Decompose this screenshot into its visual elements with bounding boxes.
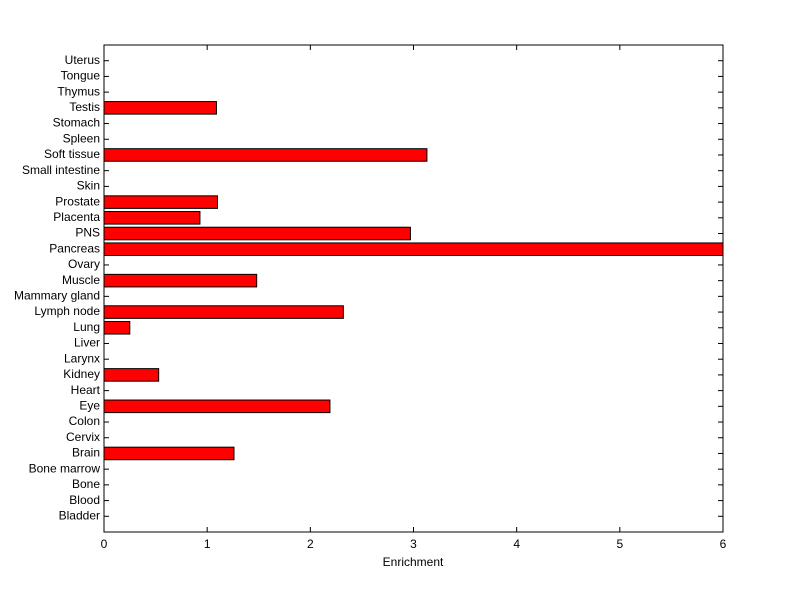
y-tick-label: Blood bbox=[69, 493, 100, 507]
y-tick-label: Soft tissue bbox=[44, 147, 100, 161]
y-tick-label: Placenta bbox=[53, 210, 100, 224]
bar bbox=[103, 211, 201, 225]
y-tick-label: Cervix bbox=[66, 430, 100, 444]
y-tick-label: Spleen bbox=[63, 131, 100, 145]
y-tick-label: Skin bbox=[77, 179, 100, 193]
y-tick-label: Small intestine bbox=[22, 163, 100, 177]
y-tick-label: Colon bbox=[69, 414, 100, 428]
y-tick-label: PNS bbox=[75, 226, 100, 240]
x-tick-label: 0 bbox=[101, 537, 108, 551]
bar bbox=[103, 242, 724, 257]
x-axis-label: Enrichment bbox=[383, 555, 444, 569]
y-tick-label: Muscle bbox=[62, 273, 100, 287]
y-tick-label: Larynx bbox=[64, 351, 100, 365]
y-tick-label: Bone bbox=[72, 477, 100, 491]
bar bbox=[103, 368, 160, 382]
y-tick-label: Mammary gland bbox=[14, 289, 100, 303]
y-tick-label: Tongue bbox=[61, 69, 101, 83]
y-tick-label: Thymus bbox=[57, 84, 100, 98]
x-tick-label: 5 bbox=[616, 537, 623, 551]
bar bbox=[103, 195, 218, 209]
bar bbox=[103, 305, 344, 319]
y-tick-label: Testis bbox=[69, 100, 100, 114]
x-tick-label: 4 bbox=[513, 537, 520, 551]
bar bbox=[103, 273, 258, 288]
bar bbox=[103, 226, 411, 241]
y-tick-label: Lung bbox=[73, 320, 100, 334]
y-tick-label: Uterus bbox=[65, 53, 100, 67]
y-tick-label: Stomach bbox=[53, 116, 100, 130]
y-tick-label: Lymph node bbox=[34, 304, 100, 318]
bar bbox=[103, 148, 428, 162]
bar bbox=[103, 320, 131, 335]
y-tick-label: Bone marrow bbox=[29, 461, 101, 475]
y-tick-label: Prostate bbox=[55, 194, 100, 208]
bar bbox=[103, 399, 331, 414]
x-tick-label: 6 bbox=[720, 537, 727, 551]
y-tick-label: Brain bbox=[72, 446, 100, 460]
y-tick-label: Ovary bbox=[68, 257, 100, 271]
y-tick-label: Pancreas bbox=[49, 241, 100, 255]
y-tick-label: Bladder bbox=[59, 508, 100, 522]
y-tick-label: Heart bbox=[71, 383, 101, 397]
bar bbox=[103, 446, 235, 461]
y-tick-label: Eye bbox=[79, 398, 100, 412]
x-tick-label: 1 bbox=[204, 537, 211, 551]
y-tick-label: Liver bbox=[74, 336, 100, 350]
bar bbox=[103, 101, 217, 115]
y-tick-label: Kidney bbox=[63, 367, 100, 381]
x-tick-label: 3 bbox=[410, 537, 417, 551]
x-tick-label: 2 bbox=[307, 537, 314, 551]
